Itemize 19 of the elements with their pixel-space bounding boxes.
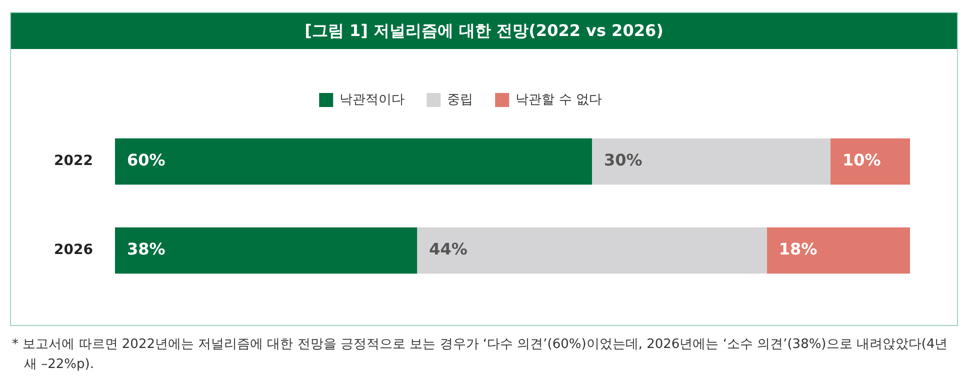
legend-label: 중립 — [447, 92, 474, 108]
text: * 보고서에 따르면 2022년에는 저널리즘에 대한 전망을 긍정적으로 보는 경우가 ‘다수 의견’(60%)이었는데, 2026년에는 ‘소수 의견’(38%)으로 내려앉았다(4년 새 –22%p). — [12, 336, 949, 374]
data-label: 60% — [127, 150, 166, 170]
bar — [592, 138, 830, 185]
data-label: 30% — [604, 150, 642, 170]
data-label: 38% — [127, 240, 166, 259]
bar — [766, 227, 910, 274]
legend-label: 낙관할 수 없다 — [516, 92, 602, 108]
y-tick-label: 2022 — [54, 153, 93, 170]
data-label: 10% — [842, 150, 881, 170]
bar — [830, 138, 910, 185]
bar — [115, 138, 592, 185]
chart-title: [그림 1] 저널리즘에 대한 전망(2022 vs 2026) — [11, 13, 957, 49]
data-label: 18% — [778, 240, 818, 259]
bar — [115, 227, 418, 274]
data-label: 44% — [429, 240, 468, 259]
legend-label: 낙관적이다 — [340, 92, 405, 108]
y-tick-label: 2026 — [54, 242, 93, 258]
bar — [417, 227, 767, 274]
